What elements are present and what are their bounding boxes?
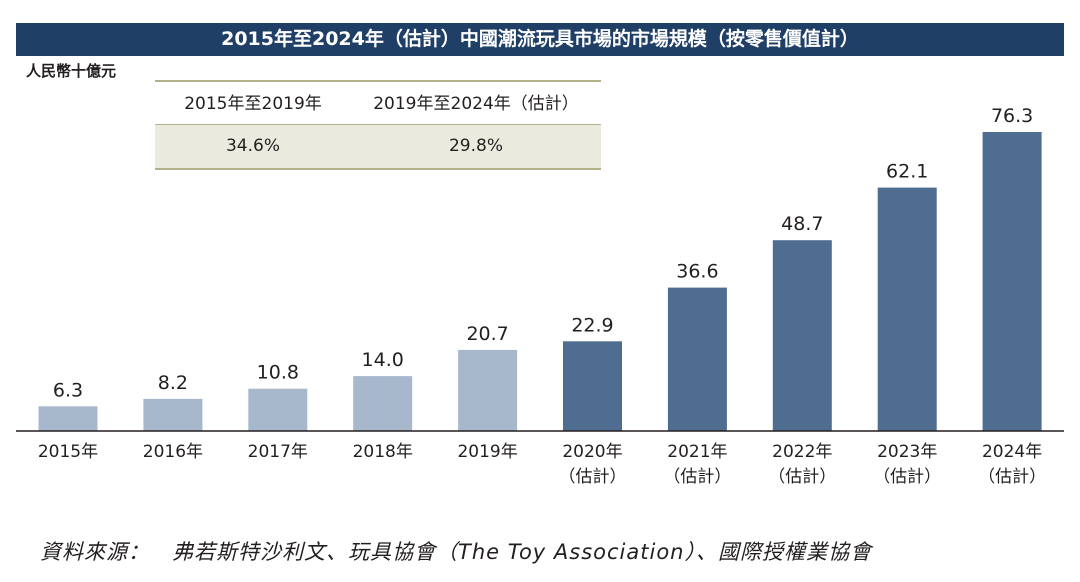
data-label: 6.3 bbox=[53, 379, 83, 401]
x-tick-note: （估計） bbox=[978, 467, 1046, 487]
data-label: 8.2 bbox=[158, 372, 188, 394]
x-tick-note: （估計） bbox=[663, 467, 731, 487]
x-tick-label: 2023年 bbox=[877, 442, 937, 462]
cagr-header-2019-2024: 2019年至2024年（估計） bbox=[373, 94, 579, 114]
x-tick-label: 2021年 bbox=[667, 442, 727, 462]
bar-2016年 bbox=[143, 398, 203, 431]
data-label: 10.8 bbox=[257, 362, 299, 384]
x-tick-label: 2015年 bbox=[38, 442, 98, 462]
bar-2015年 bbox=[38, 406, 98, 431]
x-tick-label: 2019年 bbox=[457, 442, 517, 462]
data-label: 76.3 bbox=[991, 105, 1033, 127]
bar-2021年 bbox=[667, 287, 727, 431]
cagr-header-2015-2019: 2015年至2019年 bbox=[184, 94, 322, 114]
x-tick-note: （估計） bbox=[559, 467, 627, 487]
cagr-value-2019-2024: 29.8% bbox=[448, 136, 503, 156]
bar-2023年 bbox=[877, 187, 937, 431]
x-tick-note: （估計） bbox=[873, 467, 941, 487]
data-label: 48.7 bbox=[781, 213, 823, 235]
bar-2022年 bbox=[772, 240, 832, 431]
bar-chart: 6.3 2015年 8.2 2016年 10.8 2017年 14.0 2018年 20.7 20… bbox=[16, 105, 1064, 487]
data-label: 20.7 bbox=[466, 323, 508, 345]
table-top-rule bbox=[155, 80, 601, 82]
x-tick-label: 2024年 bbox=[982, 442, 1042, 462]
x-tick-label: 2018年 bbox=[353, 442, 413, 462]
cagr-value-2015-2019: 34.6% bbox=[225, 136, 280, 156]
bar-2017年 bbox=[248, 388, 308, 431]
unit-label: 人民幣十億元 bbox=[26, 62, 117, 80]
x-tick-label: 2016年 bbox=[143, 442, 203, 462]
bar-2018年 bbox=[353, 376, 413, 431]
x-tick-label: 2022年 bbox=[772, 442, 832, 462]
table-value-row bbox=[155, 125, 601, 168]
data-label: 22.9 bbox=[571, 314, 613, 336]
x-tick-label: 2020年 bbox=[562, 442, 622, 462]
data-label: 62.1 bbox=[886, 161, 928, 183]
source-note: 資料來源： 弗若斯特沙利文、玩具協會（The Toy Association）、… bbox=[40, 540, 872, 564]
table-bottom-rule bbox=[155, 168, 601, 170]
cagr-table: 2015年至2019年 2019年至2024年（估計） 34.6% 29.8% bbox=[155, 80, 601, 170]
x-tick-note: （估計） bbox=[768, 467, 836, 487]
data-label: 14.0 bbox=[362, 349, 404, 371]
chart-title: 2015年至2024年（估計）中國潮流玩具市場的市場規模（按零售價值計） bbox=[16, 23, 1064, 56]
bar-2019年 bbox=[458, 349, 518, 431]
data-label: 36.6 bbox=[676, 261, 718, 283]
bar-2020年 bbox=[563, 341, 622, 431]
bar-2024年 bbox=[982, 132, 1042, 431]
x-tick-label: 2017年 bbox=[248, 442, 308, 462]
